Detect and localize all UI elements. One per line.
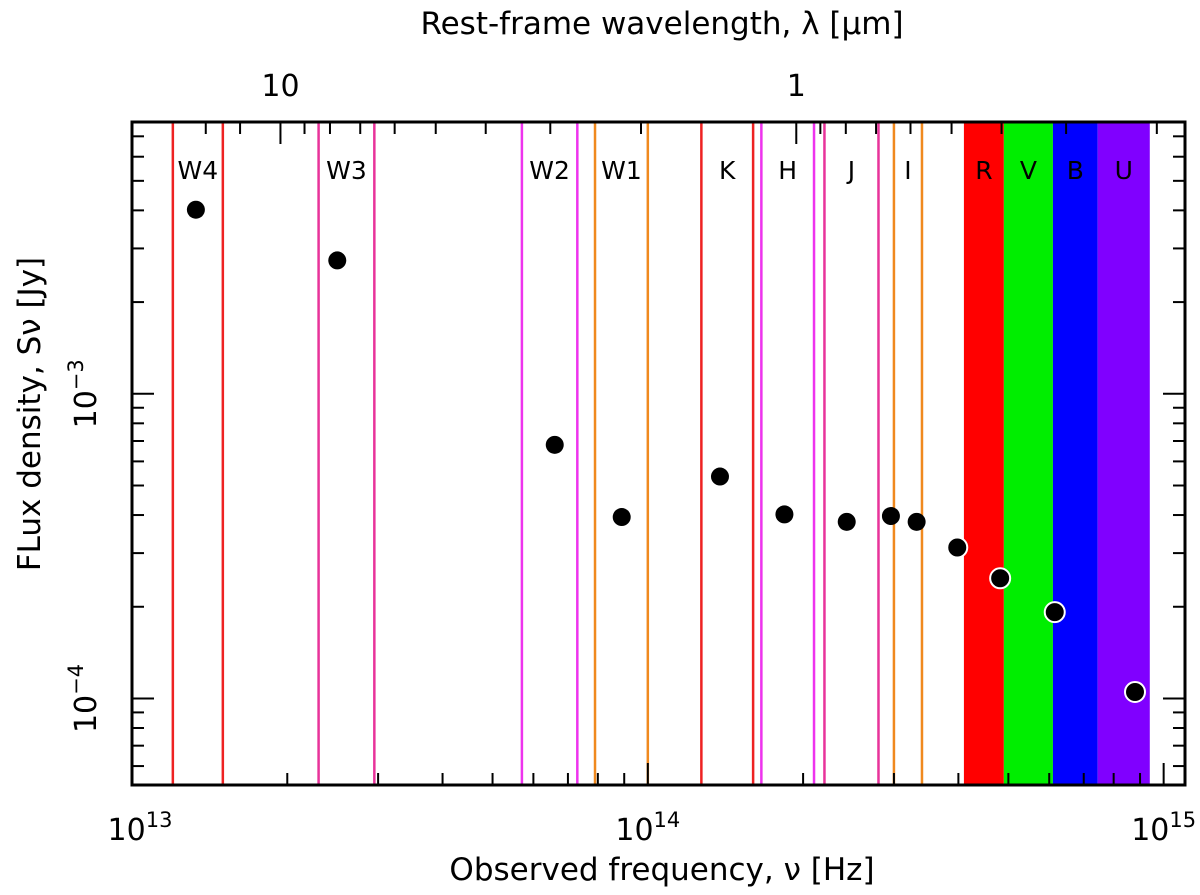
band-label-R: R [975, 156, 992, 185]
axis-ticks [131, 122, 1185, 785]
x2-tick-label: 1 [787, 69, 806, 104]
band-fill-R [963, 122, 1004, 785]
data-point-3 [545, 435, 564, 454]
tick-labels: 1013 1014 1015 10 1 10−4 10−3 [64, 69, 1196, 848]
band-fill-U [1097, 122, 1150, 785]
data-point-7 [837, 512, 856, 531]
band-fill-B [1052, 122, 1098, 785]
band-label-W2: W2 [529, 156, 570, 185]
y-tick-label: 10−4 [64, 664, 104, 733]
band-label-K: K [719, 156, 736, 185]
band-label-W4: W4 [178, 156, 219, 185]
data-point-4 [612, 508, 631, 527]
data-point-1 [186, 200, 205, 219]
band-label-H: H [778, 156, 797, 185]
data-point-2 [328, 251, 347, 270]
data-point-5 [710, 467, 729, 486]
data-point-12 [1043, 601, 1066, 624]
data-point-10 [946, 536, 969, 559]
data-point-9 [907, 512, 926, 531]
band-label-W1: W1 [601, 156, 642, 185]
band-fill-V [1003, 122, 1053, 785]
plot-frame [130, 120, 1187, 787]
x-axis-title: Observed frequency, ν [Hz] [449, 852, 874, 888]
x2-axis-title: Rest-frame wavelength, λ [μm] [420, 6, 903, 42]
band-label-I: I [904, 156, 911, 185]
data-point-6 [775, 505, 794, 524]
x2-tick-label: 10 [261, 69, 299, 104]
band-label-B: B [1067, 156, 1084, 185]
band-label-U: U [1115, 156, 1133, 185]
data-point-8 [881, 507, 900, 526]
x-tick-label: 1013 [108, 808, 173, 848]
x-tick-label: 1014 [615, 808, 680, 848]
x-tick-label: 1015 [1131, 808, 1196, 848]
data-point-13 [1124, 681, 1147, 704]
band-label-W3: W3 [326, 156, 367, 185]
y-tick-label: 10−3 [64, 359, 104, 428]
filter-bands: W4 W3 W2 W1 K H J I R V B U [171, 122, 1150, 785]
data-point-11 [989, 567, 1012, 590]
y-axis-title: FLux density, Sν [Jy] [12, 257, 48, 571]
band-label-J: J [846, 156, 855, 185]
data-points [186, 200, 1147, 704]
band-label-V: V [1020, 156, 1037, 185]
